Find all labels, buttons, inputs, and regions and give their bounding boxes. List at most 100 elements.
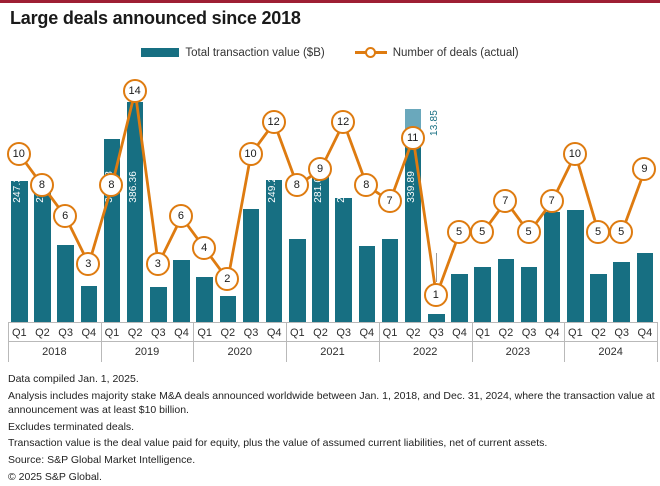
year-separator xyxy=(657,322,658,362)
deal-count-marker-2018-Q4: 3 xyxy=(76,251,101,276)
year-separator xyxy=(286,322,288,362)
bar-2024-Q2 xyxy=(590,274,607,322)
bar-2021-Q4 xyxy=(358,246,376,322)
legend-item-number-of-deals: Number of deals (actual) xyxy=(354,46,519,59)
bar-2020-Q4 xyxy=(265,180,283,322)
line-circle-swatch-icon xyxy=(354,46,387,59)
quarter-label: Q3 xyxy=(521,327,537,339)
year-separator xyxy=(100,322,102,362)
deal-count-marker-2020-Q3: 10 xyxy=(238,141,263,166)
quarter-label: Q1 xyxy=(475,327,491,339)
deal-count-marker-2020-Q2: 2 xyxy=(215,267,240,292)
deal-count-marker-2022-Q3: 1 xyxy=(423,283,448,308)
year-label: 2021 xyxy=(320,346,345,358)
deal-count-marker-2023-Q3: 5 xyxy=(516,220,541,245)
top-rule xyxy=(0,0,660,3)
bar-2018-Q4 xyxy=(80,286,98,322)
bar-2023-Q1 xyxy=(474,267,491,322)
bar-2024-Q1 xyxy=(567,210,584,322)
quarter-label: Q2 xyxy=(591,327,606,339)
deal-count-marker-2022-Q4: 5 xyxy=(447,220,472,245)
chart-area: 247.33231.40135.7063.89321.98386.3661.06… xyxy=(6,78,658,362)
bar-2023-Q3 xyxy=(520,267,538,322)
quarter-label: Q1 xyxy=(197,327,212,339)
quarter-label: Q1 xyxy=(289,327,305,339)
quarter-label: Q3 xyxy=(58,327,73,339)
quarter-label: Q4 xyxy=(359,327,375,339)
footnotes: Data compiled Jan. 1, 2025. Analysis inc… xyxy=(8,373,656,486)
deal-count-marker-2019-Q1: 8 xyxy=(99,173,124,198)
bar-2020-Q1 xyxy=(196,277,213,322)
quarter-label: Q4 xyxy=(266,327,282,339)
bar-2020-Q3 xyxy=(242,209,260,322)
deal-count-marker-2024-Q3: 5 xyxy=(609,220,634,245)
year-label: 2018 xyxy=(42,346,67,358)
footnote-data-compiled: Data compiled Jan. 1, 2025. xyxy=(8,373,139,385)
axis-row-divider xyxy=(8,341,657,342)
year-label: 2023 xyxy=(505,346,531,358)
deal-count-marker-2018-Q2: 8 xyxy=(29,173,54,198)
bar-2024-Q3 xyxy=(613,262,630,322)
quarter-label: Q2 xyxy=(313,327,328,339)
deal-count-marker-2021-Q3: 12 xyxy=(331,110,356,135)
page-title: Large deals announced since 2018 xyxy=(10,8,301,28)
bar-2022-Q4 xyxy=(451,274,468,322)
bar-2024-Q4 xyxy=(636,253,654,322)
bar-2018-Q1 xyxy=(11,181,28,322)
quarter-label: Q3 xyxy=(336,327,352,339)
label-leader-line xyxy=(436,253,438,282)
year-separator xyxy=(378,322,380,362)
bar-2019-Q3 xyxy=(150,287,167,322)
deal-count-marker-2021-Q1: 8 xyxy=(284,173,309,198)
axis-baseline xyxy=(8,322,657,323)
quarter-label: Q4 xyxy=(452,327,467,339)
bar-swatch-icon xyxy=(141,48,180,57)
bar-2021-Q3 xyxy=(335,198,352,322)
footnote-analysis-scope: Analysis includes majority stake M&A dea… xyxy=(8,389,655,416)
year-separator xyxy=(8,322,9,362)
deal-count-marker-2019-Q4: 6 xyxy=(168,204,193,229)
quarter-label: Q1 xyxy=(11,327,27,339)
bar-highlight-cap xyxy=(404,109,422,129)
deal-count-marker-2024-Q4: 9 xyxy=(632,157,657,182)
footnote-excludes-terminated: Excludes terminated deals. xyxy=(8,420,135,433)
year-separator xyxy=(564,322,566,362)
quarter-label: Q1 xyxy=(382,327,398,339)
legend-item-transaction-value: Total transaction value ($B) xyxy=(141,46,325,59)
year-label: 2019 xyxy=(134,346,160,358)
deal-count-marker-2021-Q2: 9 xyxy=(308,157,332,182)
bar-2021-Q1 xyxy=(289,239,306,322)
quarter-label: Q4 xyxy=(637,327,653,339)
quarter-label: Q2 xyxy=(405,327,421,339)
year-label: 2020 xyxy=(227,346,253,358)
footnote-source: Source: S&P Global Market Intelligence. xyxy=(8,454,196,467)
year-label: 2022 xyxy=(412,346,438,358)
quarter-label: Q2 xyxy=(498,327,514,339)
quarter-label: Q3 xyxy=(150,327,166,339)
quarter-label: Q1 xyxy=(568,327,583,339)
legend-label-transaction-value: Total transaction value ($B) xyxy=(185,46,325,59)
deal-count-marker-2019-Q2: 14 xyxy=(122,78,147,103)
legend: Total transaction value ($B) Number of d… xyxy=(0,46,660,59)
quarter-label: Q3 xyxy=(614,327,630,339)
bar-2018-Q2 xyxy=(34,190,51,322)
deal-count-marker-2021-Q4: 8 xyxy=(354,173,379,198)
footnote-transaction-value-definition: Transaction value is the deal value paid… xyxy=(8,437,548,450)
year-label: 2024 xyxy=(598,346,623,358)
deal-count-marker-2023-Q4: 7 xyxy=(539,188,564,213)
bar-2020-Q2 xyxy=(219,296,237,322)
deal-count-marker-2020-Q1: 4 xyxy=(192,235,217,260)
deal-count-marker-2018-Q3: 6 xyxy=(53,204,78,229)
deal-count-marker-2018-Q1: 10 xyxy=(6,141,31,166)
bar-2023-Q4 xyxy=(543,212,561,322)
bar-2022-Q3 xyxy=(428,314,445,322)
bar-2019-Q2 xyxy=(126,102,144,322)
quarter-label: Q3 xyxy=(429,327,444,339)
quarter-label: Q4 xyxy=(174,327,189,339)
deals-line xyxy=(18,90,647,297)
year-separator xyxy=(193,322,195,362)
footnote-copyright: © 2025 S&P Global. xyxy=(8,471,102,484)
quarter-label: Q4 xyxy=(81,327,97,339)
bar-2019-Q4 xyxy=(173,260,190,322)
